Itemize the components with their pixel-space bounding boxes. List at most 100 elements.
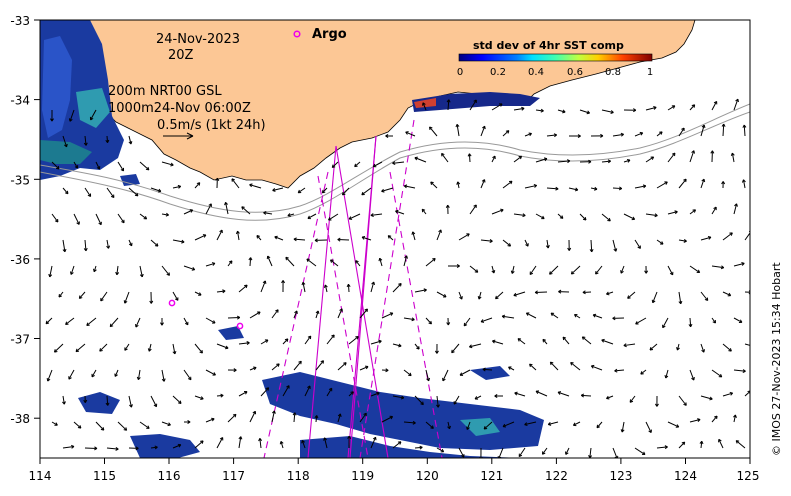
current-arrow	[294, 361, 301, 370]
current-arrow	[628, 292, 635, 298]
current-arrow	[571, 266, 580, 274]
current-arrow	[101, 292, 107, 301]
current-arrow	[228, 317, 240, 318]
current-arrow	[563, 337, 569, 344]
credit-label: © IMOS 27-Nov-2023 15:34 Hobart	[770, 262, 783, 456]
current-arrow	[140, 422, 149, 428]
colorbar-tick: 0.8	[605, 67, 621, 78]
current-arrow	[668, 153, 675, 162]
colorbar	[459, 54, 652, 61]
current-arrow	[530, 364, 536, 370]
current-arrow	[646, 422, 651, 433]
argo-legend-label: Argo	[312, 27, 347, 42]
current-arrow	[636, 318, 646, 324]
current-arrow	[74, 214, 79, 224]
current-arrow	[327, 335, 334, 344]
current-arrow	[151, 396, 156, 407]
current-arrow	[430, 127, 437, 136]
current-arrow	[338, 363, 346, 370]
hour-label: 20Z	[168, 48, 194, 63]
scale-label: 0.5m/s (1kt 24h)	[157, 118, 266, 133]
current-arrow	[107, 188, 114, 198]
y-tick-label: -38	[10, 412, 30, 426]
current-arrow	[96, 422, 104, 430]
current-arrow	[470, 266, 478, 272]
current-arrow	[431, 182, 437, 188]
current-arrow	[96, 214, 101, 225]
current-arrow	[52, 214, 58, 222]
argo-float[interactable]	[237, 323, 242, 328]
current-arrow	[242, 207, 250, 214]
current-arrow	[679, 396, 686, 405]
current-arrow	[442, 153, 448, 162]
current-arrow	[362, 188, 371, 195]
x-tick-label: 115	[93, 469, 116, 483]
y-tick-label: -36	[10, 253, 30, 267]
current-arrow	[571, 363, 580, 370]
current-arrow	[591, 240, 592, 252]
x-tick-label: 120	[416, 469, 439, 483]
current-arrow	[663, 318, 668, 328]
current-arrow	[232, 179, 239, 188]
current-arrow	[736, 441, 745, 448]
colorbar-tick: 1	[647, 67, 653, 78]
x-tick-label: 124	[674, 469, 697, 483]
current-arrow	[550, 362, 558, 370]
current-arrow	[404, 370, 411, 376]
y-tick-label: -37	[10, 333, 30, 347]
current-arrow	[272, 310, 278, 318]
current-arrow	[550, 266, 558, 274]
current-arrow	[272, 364, 279, 370]
x-tick-label: 122	[545, 469, 568, 483]
current-arrow	[582, 337, 591, 344]
current-arrow	[519, 448, 525, 457]
x-tick-label: 116	[158, 469, 181, 483]
current-arrow	[443, 370, 448, 381]
current-arrow	[635, 448, 645, 455]
current-arrow	[100, 344, 107, 351]
x-tick-label: 119	[351, 469, 374, 483]
current-arrow	[307, 259, 316, 266]
current-arrow	[657, 182, 667, 188]
current-arrow	[514, 156, 522, 162]
current-arrow	[195, 344, 202, 353]
current-arrow-head	[754, 345, 757, 348]
current-arrow	[85, 188, 91, 197]
depth-time-label: 1000m24-Nov 06:00Z	[108, 101, 251, 116]
current-arrow	[712, 370, 722, 377]
current-arrow	[118, 422, 127, 430]
current-arrow	[701, 292, 708, 300]
current-arrow	[470, 205, 476, 214]
current-arrow	[66, 318, 74, 325]
current-arrow	[349, 214, 360, 219]
date-label: 24-Nov-2023	[156, 32, 240, 47]
current-arrow	[690, 266, 700, 273]
colorbar-tick: 0	[457, 67, 463, 78]
current-arrow	[151, 240, 158, 246]
current-arrow	[54, 344, 63, 352]
current-arrow	[118, 162, 124, 171]
current-arrow	[239, 285, 247, 292]
argo-float[interactable]	[169, 300, 174, 305]
colorbar-title: std dev of 4hr SST comp	[473, 39, 624, 52]
model-label: 200m NRT00 GSL	[108, 84, 222, 99]
current-arrow	[602, 214, 610, 221]
current-arrow	[74, 422, 81, 428]
current-arrow	[503, 181, 512, 188]
current-arrow	[393, 283, 401, 292]
current-arrow	[596, 266, 602, 274]
current-arrow	[162, 266, 169, 275]
y-tick-label: -33	[10, 14, 30, 28]
x-tick-label: 123	[609, 469, 632, 483]
current-arrow	[496, 292, 503, 299]
current-arrow	[452, 344, 459, 353]
colorbar-tick: 0.2	[490, 67, 506, 78]
current-arrow	[426, 258, 435, 266]
current-arrow	[745, 230, 752, 240]
colorbar-tick: 0.4	[528, 67, 544, 78]
current-arrow	[206, 204, 211, 214]
current-arrow	[195, 441, 203, 448]
x-tick-label: 117	[222, 469, 245, 483]
current-arrow	[228, 414, 236, 422]
